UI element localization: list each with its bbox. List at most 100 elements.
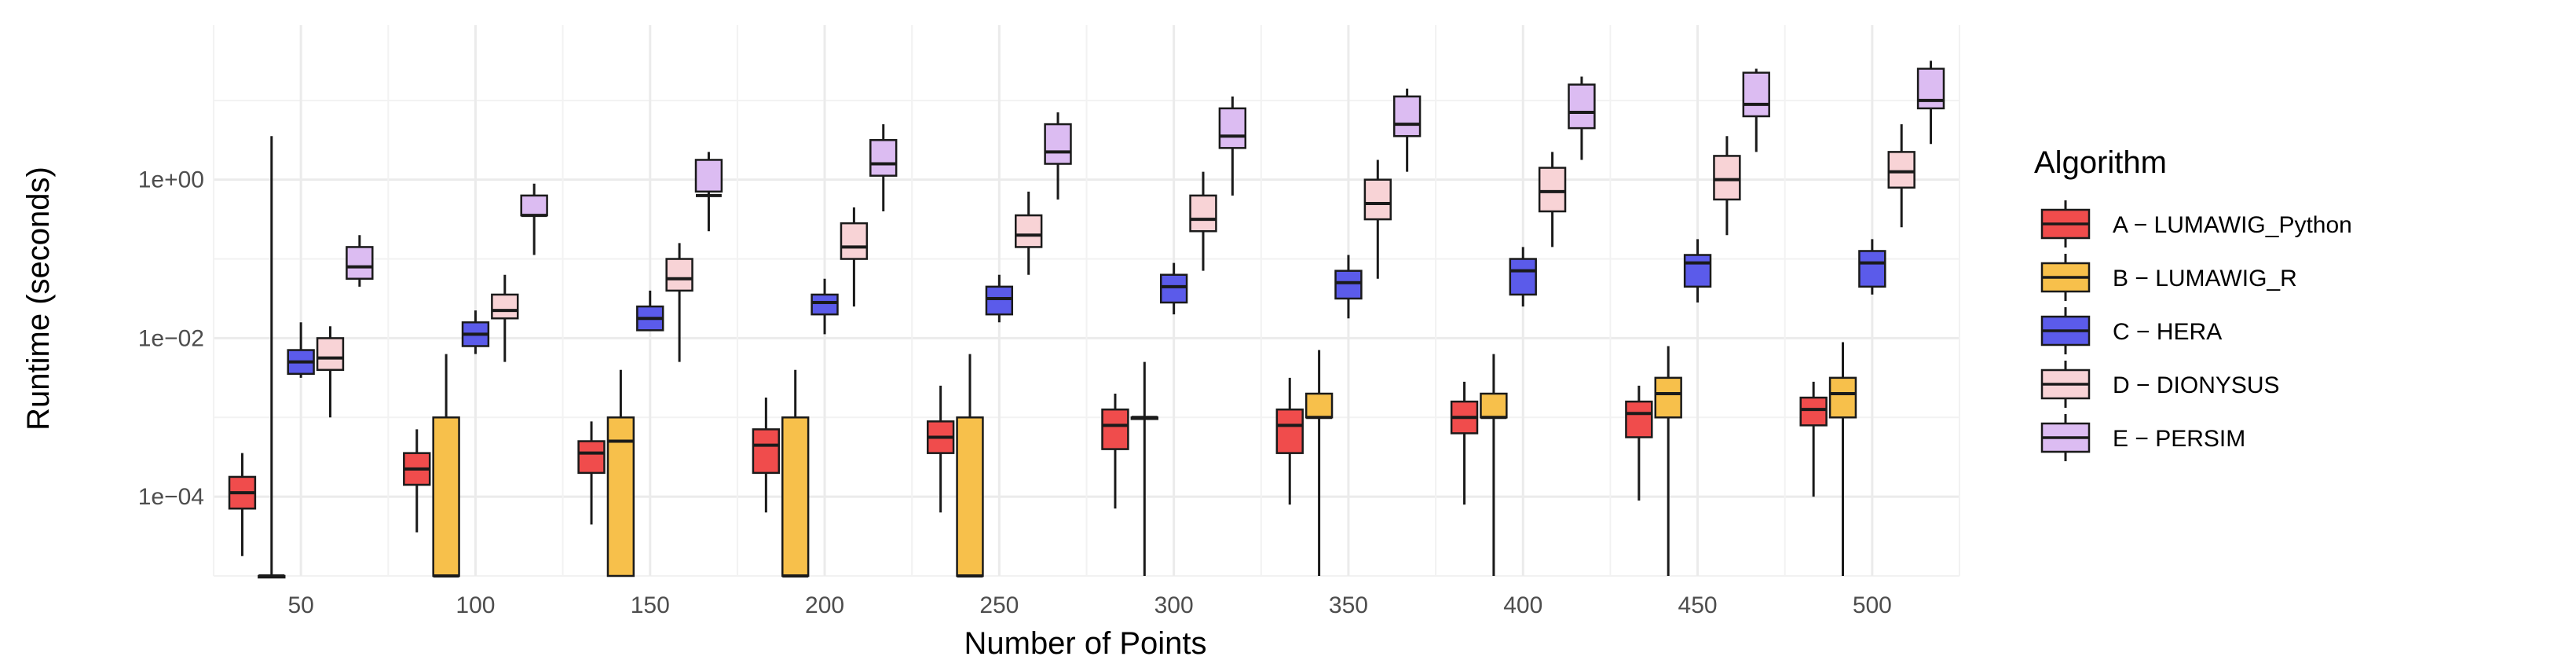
boxplot-box bbox=[1713, 136, 1741, 236]
box bbox=[316, 337, 345, 372]
box bbox=[1480, 392, 1508, 419]
boxplot-box bbox=[491, 274, 519, 362]
box bbox=[1799, 396, 1828, 427]
boxplot-box bbox=[1189, 171, 1217, 271]
boxplot-box bbox=[1799, 381, 1828, 497]
x-tick-label: 350 bbox=[1329, 592, 1368, 618]
x-tick-label: 150 bbox=[631, 592, 670, 618]
boxplot-box bbox=[926, 385, 955, 513]
boxplot-box bbox=[869, 124, 898, 212]
box bbox=[1828, 376, 1857, 419]
x-tick-label: 300 bbox=[1154, 592, 1194, 618]
boxplot-box bbox=[346, 235, 374, 287]
legend-label: A − LUMAWIG_Python bbox=[2113, 212, 2352, 238]
box bbox=[1568, 83, 1596, 130]
box bbox=[665, 258, 693, 292]
boxplot-box bbox=[1159, 262, 1188, 315]
box bbox=[1392, 95, 1422, 138]
box bbox=[491, 293, 519, 320]
x-tick-label: 200 bbox=[805, 592, 844, 618]
boxplot-box bbox=[1916, 60, 1945, 145]
boxplot-box bbox=[1683, 239, 1712, 303]
box bbox=[606, 416, 635, 578]
box bbox=[1713, 155, 1741, 201]
y-axis-title: Runtime (seconds) bbox=[21, 167, 56, 431]
boxplot-box bbox=[1334, 255, 1363, 319]
boxplot-box bbox=[694, 152, 723, 232]
boxplot-box bbox=[432, 354, 460, 578]
box bbox=[1159, 273, 1188, 304]
box bbox=[840, 222, 869, 260]
box bbox=[1683, 254, 1712, 288]
boxplot-box bbox=[316, 326, 345, 418]
boxplot-box bbox=[1015, 191, 1043, 275]
box bbox=[1218, 107, 1247, 149]
boxplot-box bbox=[606, 369, 635, 578]
box bbox=[1916, 68, 1945, 110]
x-tick-label: 250 bbox=[979, 592, 1019, 618]
boxplot-box bbox=[1304, 350, 1334, 576]
boxplot-box bbox=[810, 278, 839, 335]
boxplot-box bbox=[1887, 124, 1916, 228]
boxplot-box bbox=[228, 453, 257, 556]
boxplot-box bbox=[1363, 160, 1392, 279]
boxplot-box bbox=[577, 421, 606, 525]
boxplot-box bbox=[461, 310, 490, 354]
x-tick-label: 50 bbox=[287, 592, 313, 618]
x-axis-title: Number of Points bbox=[964, 626, 1206, 661]
box bbox=[752, 428, 781, 475]
legend-label: C − HERA bbox=[2113, 319, 2222, 345]
boxplot-box bbox=[636, 290, 664, 332]
boxplot-box bbox=[520, 183, 548, 255]
legend-label: E − PERSIM bbox=[2113, 426, 2245, 452]
boxplot-box bbox=[1130, 361, 1158, 576]
box bbox=[1334, 270, 1363, 300]
boxplot-box bbox=[985, 274, 1014, 323]
box bbox=[1304, 392, 1334, 419]
box bbox=[1101, 408, 1129, 450]
boxplot-box bbox=[1858, 239, 1886, 295]
x-tick-label: 450 bbox=[1678, 592, 1718, 618]
box bbox=[1189, 194, 1217, 233]
x-tick-label: 400 bbox=[1503, 592, 1542, 618]
box bbox=[577, 440, 606, 475]
boxplot-box bbox=[1275, 377, 1304, 505]
legend-title: Algorithm bbox=[2034, 145, 2167, 180]
box bbox=[1363, 178, 1392, 221]
box bbox=[1625, 400, 1653, 438]
box bbox=[1538, 167, 1567, 213]
boxplot-box bbox=[1625, 385, 1653, 501]
legend-item: D − DIONYSUS bbox=[2040, 361, 2280, 408]
box bbox=[1044, 123, 1072, 165]
boxplot-box bbox=[287, 322, 315, 378]
boxplot-box bbox=[752, 398, 781, 513]
box bbox=[1858, 250, 1886, 288]
boxplot-box bbox=[1654, 346, 1682, 576]
boxplot-box bbox=[1828, 342, 1857, 576]
box bbox=[694, 159, 723, 193]
boxplot-box bbox=[1480, 354, 1508, 576]
box bbox=[432, 416, 460, 578]
box bbox=[1742, 72, 1770, 118]
box bbox=[781, 416, 810, 578]
boxplot-box bbox=[258, 136, 286, 579]
boxplot-box bbox=[1538, 152, 1567, 248]
box bbox=[985, 285, 1014, 316]
x-tick-label: 500 bbox=[1853, 592, 1892, 618]
box bbox=[1275, 408, 1304, 454]
boxplot-box bbox=[1450, 381, 1479, 505]
legend-item: C − HERA bbox=[2040, 307, 2222, 354]
box bbox=[956, 416, 984, 578]
boxplot-box bbox=[1568, 76, 1596, 160]
x-tick-label: 100 bbox=[456, 592, 495, 618]
boxplot-box bbox=[1218, 96, 1247, 196]
boxplot-box bbox=[1742, 68, 1770, 152]
box bbox=[1509, 258, 1537, 296]
box bbox=[1015, 214, 1043, 248]
legend: Algorithm A − LUMAWIG_Python B − LUMAWIG_… bbox=[2034, 145, 2352, 461]
axis-ticks: 1e−04 1e−02 1e+00 50 100 150 200 250 300 350 400 45… bbox=[138, 167, 1892, 618]
boxplot-box bbox=[1101, 394, 1129, 509]
box bbox=[1887, 151, 1916, 189]
box bbox=[1654, 376, 1682, 419]
box bbox=[869, 139, 898, 177]
